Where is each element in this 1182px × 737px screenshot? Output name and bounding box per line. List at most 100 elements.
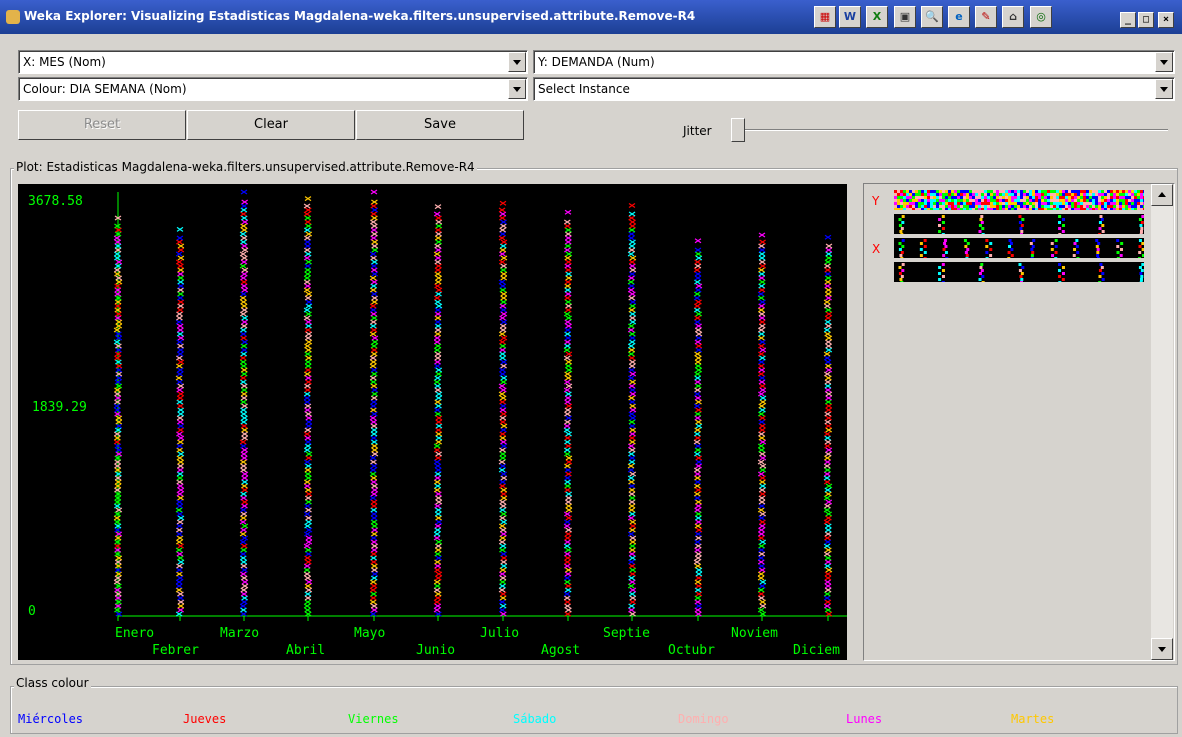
data-point[interactable] (694, 595, 702, 601)
data-point[interactable] (115, 507, 123, 513)
data-point[interactable] (240, 511, 248, 517)
data-point[interactable] (500, 375, 508, 381)
data-point[interactable] (370, 603, 378, 609)
data-point[interactable] (176, 471, 184, 477)
data-point[interactable] (240, 599, 248, 605)
data-point[interactable] (177, 599, 185, 605)
data-point[interactable] (114, 299, 122, 305)
data-point[interactable] (758, 367, 766, 373)
data-point[interactable] (115, 611, 123, 617)
data-point[interactable] (628, 479, 635, 485)
data-point[interactable] (758, 431, 765, 437)
data-point[interactable] (500, 519, 508, 525)
data-point[interactable] (433, 587, 441, 593)
data-point[interactable] (499, 323, 507, 329)
class-colour-item[interactable]: Lunes (846, 712, 883, 726)
data-point[interactable] (369, 467, 377, 473)
data-point[interactable] (177, 451, 185, 457)
colour-select[interactable]: Colour: DIA SEMANA (Nom) (18, 77, 528, 101)
data-point[interactable] (115, 347, 122, 353)
data-point[interactable] (176, 475, 184, 481)
data-point[interactable] (498, 607, 506, 613)
data-point[interactable] (177, 391, 185, 397)
data-point[interactable] (304, 439, 312, 445)
data-point[interactable] (370, 535, 378, 541)
data-point[interactable] (628, 563, 636, 569)
data-point[interactable] (240, 215, 248, 221)
data-point[interactable] (115, 583, 122, 589)
data-point[interactable] (564, 287, 572, 293)
data-point[interactable] (370, 519, 378, 525)
data-point[interactable] (759, 415, 766, 421)
data-point[interactable] (759, 355, 766, 361)
data-point[interactable] (304, 467, 312, 473)
data-point[interactable] (304, 591, 312, 597)
data-point[interactable] (115, 311, 122, 317)
data-point[interactable] (499, 327, 507, 333)
data-point[interactable] (695, 515, 702, 521)
data-point[interactable] (176, 419, 184, 425)
data-point[interactable] (757, 371, 765, 377)
data-point[interactable] (305, 451, 313, 457)
data-point[interactable] (499, 303, 507, 309)
data-point[interactable] (825, 295, 832, 301)
class-colour-item[interactable]: Viernes (348, 712, 399, 726)
data-point[interactable] (694, 279, 701, 285)
data-point[interactable] (564, 599, 571, 605)
data-point[interactable] (371, 563, 378, 569)
data-point[interactable] (177, 299, 185, 305)
data-point[interactable] (500, 551, 507, 557)
data-point[interactable] (824, 607, 832, 613)
data-point[interactable] (114, 435, 121, 441)
data-point[interactable] (240, 515, 247, 521)
data-point[interactable] (303, 307, 311, 313)
data-point[interactable] (628, 275, 635, 281)
data-point[interactable] (499, 231, 507, 237)
data-point[interactable] (435, 451, 442, 457)
data-point[interactable] (369, 251, 377, 257)
data-point[interactable] (694, 539, 701, 545)
data-point[interactable] (240, 327, 247, 333)
data-point[interactable] (304, 207, 312, 213)
data-point[interactable] (629, 519, 637, 525)
data-point[interactable] (435, 419, 443, 425)
data-point[interactable] (370, 227, 378, 233)
data-point[interactable] (369, 363, 377, 369)
data-point[interactable] (371, 387, 379, 393)
data-point[interactable] (695, 503, 702, 509)
class-colour-item[interactable]: Martes (1011, 712, 1055, 726)
data-point[interactable] (177, 559, 185, 565)
data-point[interactable] (434, 583, 441, 589)
data-point[interactable] (758, 331, 765, 337)
data-point[interactable] (115, 531, 123, 537)
data-point[interactable] (114, 283, 121, 289)
data-point[interactable] (304, 271, 312, 277)
data-point[interactable] (628, 451, 635, 457)
data-point[interactable] (434, 319, 442, 325)
data-point[interactable] (758, 447, 765, 453)
data-point[interactable] (434, 227, 442, 233)
data-point[interactable] (177, 303, 184, 309)
data-point[interactable] (498, 259, 506, 265)
data-point[interactable] (757, 459, 765, 465)
data-point[interactable] (564, 299, 572, 305)
data-point[interactable] (563, 447, 571, 453)
data-point[interactable] (370, 435, 378, 441)
data-point[interactable] (695, 519, 702, 525)
data-point[interactable] (757, 351, 765, 357)
data-point[interactable] (499, 431, 507, 437)
data-point[interactable] (628, 423, 636, 429)
data-point[interactable] (435, 543, 442, 549)
data-point[interactable] (304, 403, 312, 409)
data-point[interactable] (757, 443, 765, 449)
data-point[interactable] (628, 495, 636, 501)
data-point[interactable] (370, 351, 378, 357)
data-point[interactable] (370, 211, 378, 217)
data-point[interactable] (693, 451, 701, 457)
data-point[interactable] (241, 243, 248, 249)
data-point[interactable] (176, 499, 183, 505)
data-point[interactable] (757, 587, 765, 593)
select-instance-select[interactable]: Select Instance (533, 77, 1175, 101)
data-point[interactable] (629, 547, 636, 553)
data-point[interactable] (500, 427, 507, 433)
